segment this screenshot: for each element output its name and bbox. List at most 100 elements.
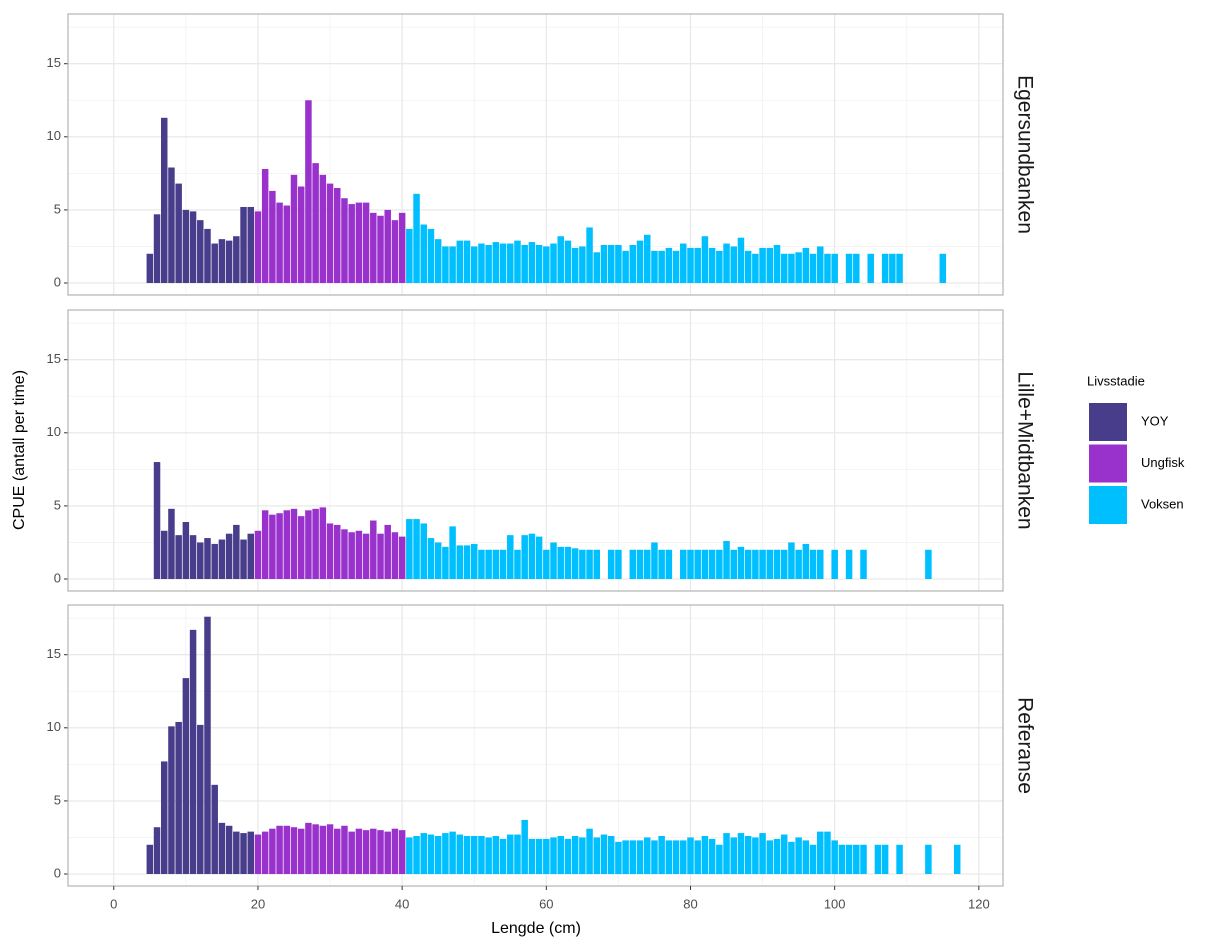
bar (831, 840, 838, 875)
bar (247, 831, 254, 875)
y-tick-label: 10 (47, 424, 61, 439)
x-tick-label: 20 (251, 896, 265, 911)
bar (744, 250, 752, 284)
bar (297, 828, 305, 875)
bar (687, 247, 694, 284)
bar (780, 834, 788, 875)
bar (370, 520, 377, 580)
bar (334, 524, 341, 580)
bar (499, 838, 507, 875)
bar (240, 539, 247, 580)
bar (716, 250, 723, 284)
bar (759, 549, 766, 580)
bar (744, 835, 752, 875)
bar (874, 844, 882, 875)
bar (391, 220, 399, 284)
bar (550, 542, 557, 580)
bar (283, 510, 291, 580)
legend-title: Livsstadie (1087, 373, 1145, 388)
bar (261, 510, 269, 580)
bar (579, 549, 586, 580)
bar (795, 837, 802, 875)
bar (600, 244, 608, 284)
bar (708, 549, 716, 580)
bar (182, 678, 190, 875)
bar (168, 508, 175, 580)
bar (615, 244, 622, 284)
bar (838, 844, 846, 875)
legend-key (1089, 444, 1127, 483)
bar (867, 253, 874, 284)
bar (247, 206, 254, 284)
panel-border (67, 309, 1004, 592)
bar (680, 840, 687, 875)
bar (420, 523, 428, 580)
bar (694, 840, 701, 875)
bar (723, 540, 730, 580)
bar (406, 837, 413, 875)
bar (204, 616, 211, 875)
x-tick-label: 60 (539, 896, 553, 911)
bar (384, 524, 391, 580)
bar (752, 253, 759, 284)
y-tick-label: 5 (54, 497, 61, 512)
bar (571, 247, 579, 284)
bar (643, 549, 651, 580)
bar (492, 835, 500, 875)
bar (197, 220, 204, 284)
bar (773, 549, 781, 580)
bar (276, 513, 283, 580)
bar (305, 100, 312, 284)
bar (485, 244, 492, 284)
bar (478, 243, 485, 284)
bar (514, 549, 521, 580)
bar (377, 830, 384, 875)
bar (319, 174, 327, 284)
bar (600, 834, 608, 875)
bar (146, 844, 154, 875)
bar (550, 243, 557, 284)
bar (153, 827, 161, 875)
bar (463, 240, 471, 284)
bar (925, 844, 932, 875)
bar (557, 546, 564, 580)
bar (665, 247, 673, 284)
bar (355, 202, 363, 284)
bar (319, 507, 327, 580)
y-tick-label: 5 (54, 792, 61, 807)
facet-label: Egersundbanken (1013, 75, 1036, 234)
y-tick-label: 0 (54, 865, 61, 880)
bar (889, 253, 896, 284)
bar (413, 193, 420, 284)
bar (896, 253, 903, 284)
bar (211, 243, 218, 284)
bar (939, 253, 947, 284)
bar (658, 835, 665, 875)
bar (665, 549, 673, 580)
bar (456, 240, 464, 284)
bar (485, 837, 492, 875)
x-axis-title: Lengde (cm) (491, 920, 581, 937)
bar (788, 542, 795, 580)
bar (225, 240, 233, 284)
bar (297, 186, 305, 284)
bar (687, 549, 694, 580)
bar (204, 538, 211, 580)
bar (730, 837, 737, 875)
y-tick-label: 5 (54, 201, 61, 216)
bar (355, 828, 363, 875)
bar (615, 549, 622, 580)
bar (708, 838, 716, 875)
bar (853, 253, 860, 284)
bar (507, 834, 514, 875)
bar (564, 838, 572, 875)
bar (629, 549, 637, 580)
bar (326, 183, 334, 284)
bar (391, 828, 399, 875)
bar (752, 837, 759, 875)
bar (953, 844, 961, 875)
bar (463, 545, 471, 580)
bar (189, 535, 197, 580)
bar (672, 250, 680, 284)
